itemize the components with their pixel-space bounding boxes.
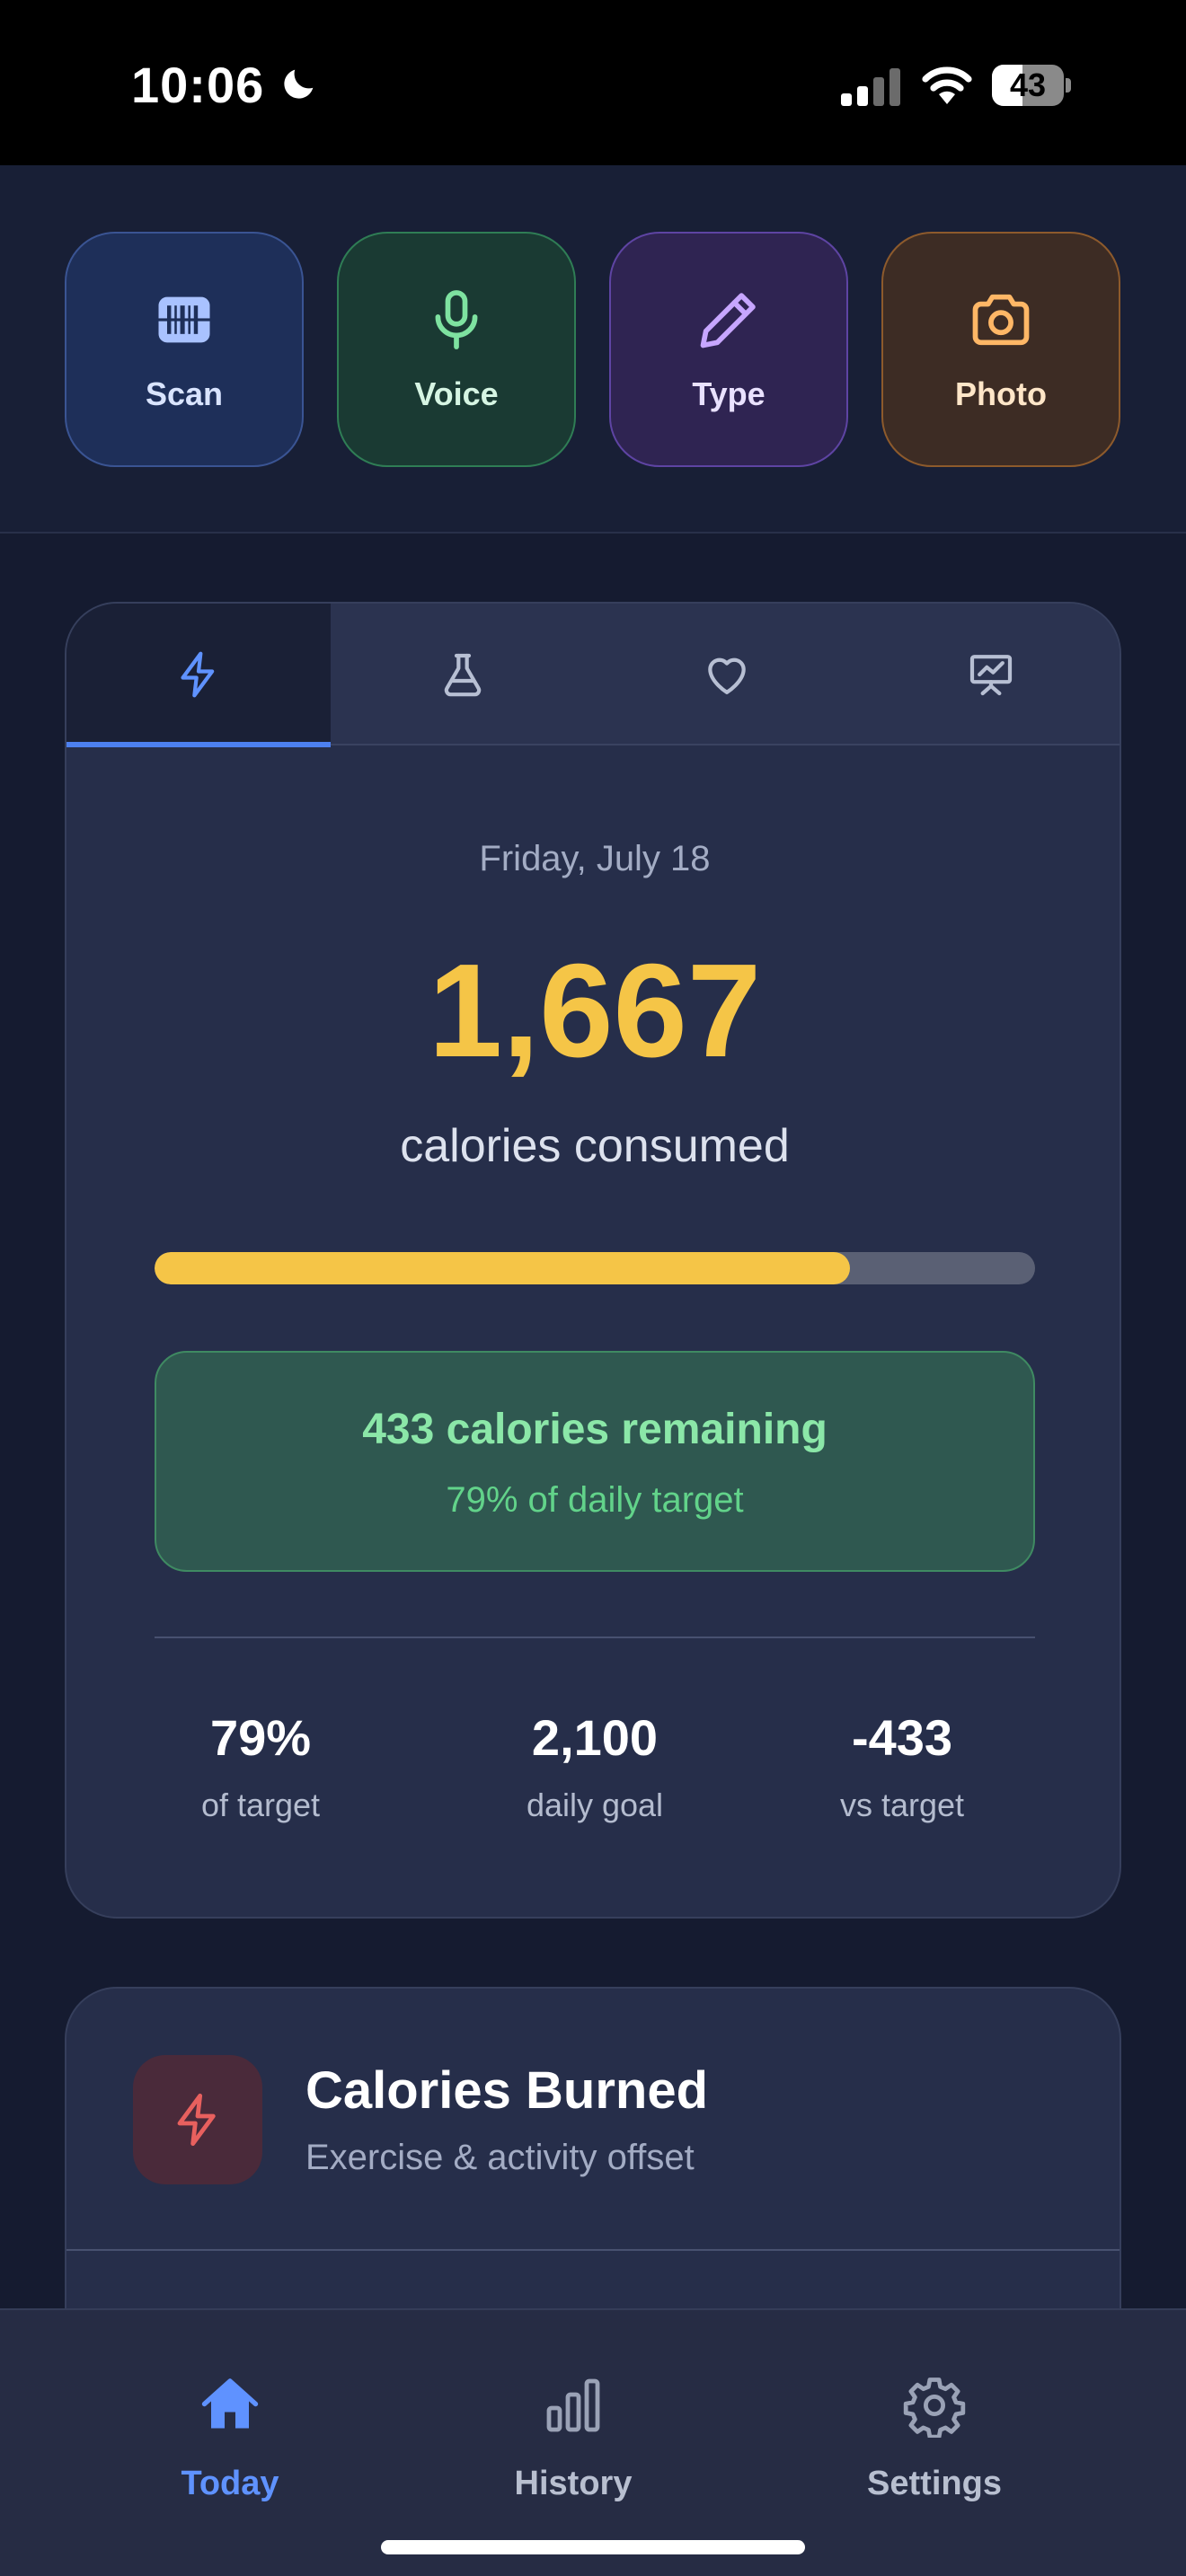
calorie-progress-fill [155, 1252, 851, 1284]
nav-today[interactable]: Today [95, 2373, 365, 2508]
calories-burned-title: Calories Burned [305, 2061, 708, 2120]
photo-label: Photo [955, 375, 1047, 412]
nav-history[interactable]: History [438, 2373, 708, 2508]
photo-button[interactable]: Photo [881, 232, 1120, 467]
chart-presentation-icon [969, 655, 1013, 696]
calories-burned-subtitle: Exercise & activity offset [305, 2138, 695, 2177]
nav-history-label: History [514, 2465, 633, 2502]
nav-settings-label: Settings [867, 2465, 1002, 2502]
type-label: Type [692, 375, 766, 412]
moon-icon [284, 69, 314, 99]
stat-label: of target [200, 1786, 321, 1823]
pencil-icon [700, 293, 756, 348]
tab-calories[interactable] [66, 604, 331, 747]
type-button[interactable]: Type [609, 232, 848, 467]
burned-icon-badge [133, 2055, 262, 2184]
divider [155, 1636, 1035, 1638]
signal-icon [841, 68, 900, 106]
heart-icon [708, 657, 746, 694]
remaining-calories-box: 433 calories remaining 79% of daily targ… [155, 1351, 1035, 1572]
stat-of-target: 79% of target [126, 1708, 395, 1824]
battery-level: 43 [1009, 66, 1047, 103]
calories-consumed-value: 1,667 [428, 937, 762, 1085]
divider [66, 2249, 1120, 2251]
bar-chart-icon [546, 2378, 600, 2432]
status-bar: 10:06 43 [0, 0, 1186, 165]
tab-trends[interactable] [859, 604, 1120, 745]
nav-settings[interactable]: Settings [800, 2373, 1069, 2508]
voice-button[interactable]: Voice [337, 232, 576, 467]
battery-icon: 43 [992, 65, 1071, 106]
microphone-icon [435, 290, 478, 349]
calorie-summary-card: Friday, July 18 1,667 calories consumed … [65, 602, 1121, 1919]
calorie-progress-bar [155, 1252, 1035, 1284]
barcode-scan-icon [158, 296, 210, 343]
scan-button[interactable]: Scan [65, 232, 304, 467]
stat-value: 2,100 [531, 1709, 659, 1766]
tab-nutrients[interactable] [331, 604, 595, 745]
stat-value: -433 [851, 1709, 953, 1766]
tab-health[interactable] [595, 604, 859, 745]
camera-icon [972, 294, 1030, 346]
daily-target-percent: 79% of daily target [446, 1480, 744, 1520]
stat-vs-target: -433 vs target [767, 1708, 1037, 1824]
status-time: 10:06 [131, 57, 265, 113]
stat-value: 79% [209, 1709, 312, 1766]
bottom-navigation: Today History Settings [0, 2308, 1186, 2576]
stat-daily-goal: 2,100 daily goal [460, 1708, 730, 1824]
home-icon [201, 2378, 259, 2429]
summary-tabs [66, 604, 1120, 747]
nav-today-label: Today [181, 2465, 279, 2502]
lightning-icon [181, 651, 215, 698]
lightning-icon [177, 2093, 216, 2147]
flask-icon [444, 653, 482, 697]
quick-actions: Scan Voice Type Photo [0, 165, 1186, 534]
calories-consumed-label: calories consumed [400, 1120, 790, 1172]
home-indicator [381, 2540, 805, 2554]
voice-label: Voice [414, 375, 499, 412]
stat-label: daily goal [526, 1786, 664, 1823]
stat-label: vs target [839, 1786, 965, 1823]
remaining-calories-text: 433 calories remaining [362, 1406, 828, 1453]
date-label: Friday, July 18 [479, 839, 711, 878]
wifi-icon [922, 66, 972, 104]
gear-icon [903, 2378, 966, 2438]
scan-label: Scan [145, 375, 224, 412]
